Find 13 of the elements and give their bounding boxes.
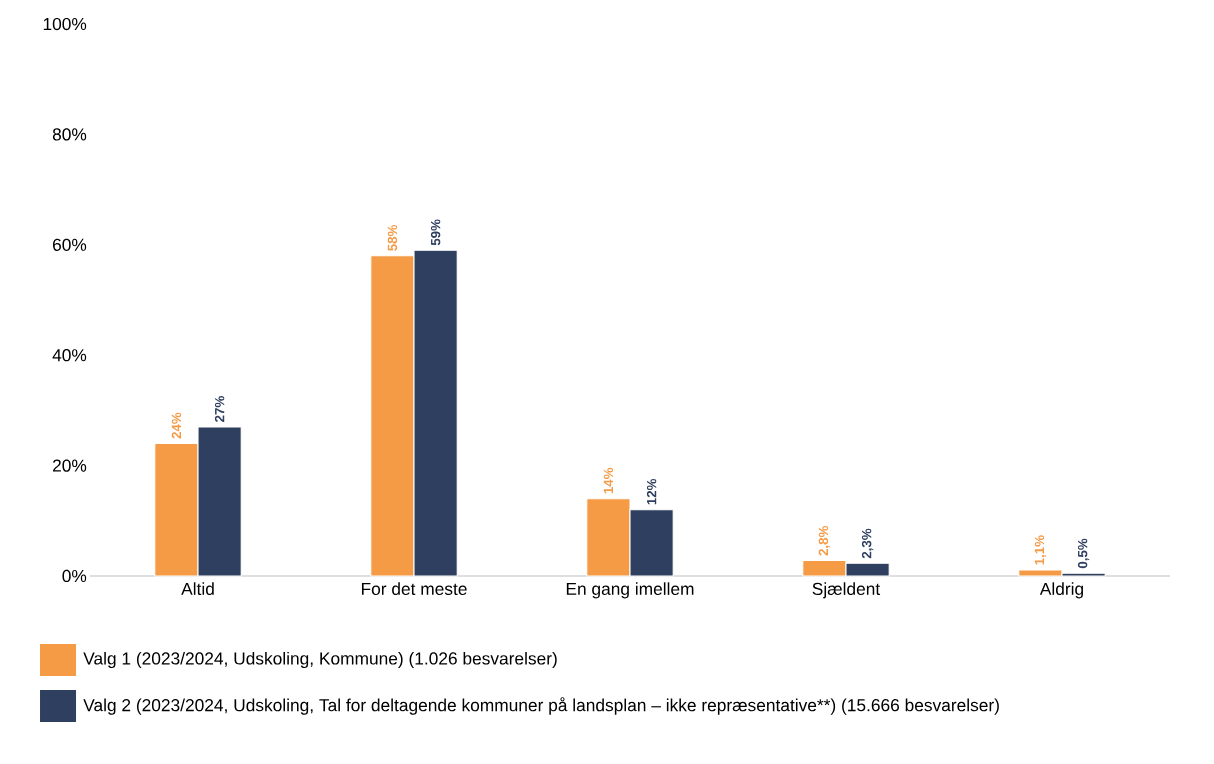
y-tick-label: 100% — [43, 17, 87, 31]
y-tick-label: 40% — [52, 349, 87, 362]
legend-label: Valg 1 (2023/2024, Udskoling, Kommune) (1.026 besvarelser) — [83, 651, 557, 669]
x-tick-label: Altid — [181, 582, 214, 596]
y-tick-label: 20% — [53, 459, 87, 472]
legend-label: Valg 2 (2023/2024, Udskoling, Tal for deltagende kommuner på landsplan – ikke repræsentative**) (15.666 besvarelser) — [83, 697, 999, 715]
x-tick-label: Aldrig — [1039, 582, 1084, 599]
x-tick-label: Sjældent — [812, 582, 881, 599]
y-tick-label: 80% — [52, 128, 87, 141]
x-tick-label: For det meste — [361, 582, 467, 596]
x-tick-label: En gang imellem — [566, 582, 694, 599]
y-tick-label: 0% — [62, 569, 87, 583]
y-tick-label: 60% — [53, 238, 87, 251]
